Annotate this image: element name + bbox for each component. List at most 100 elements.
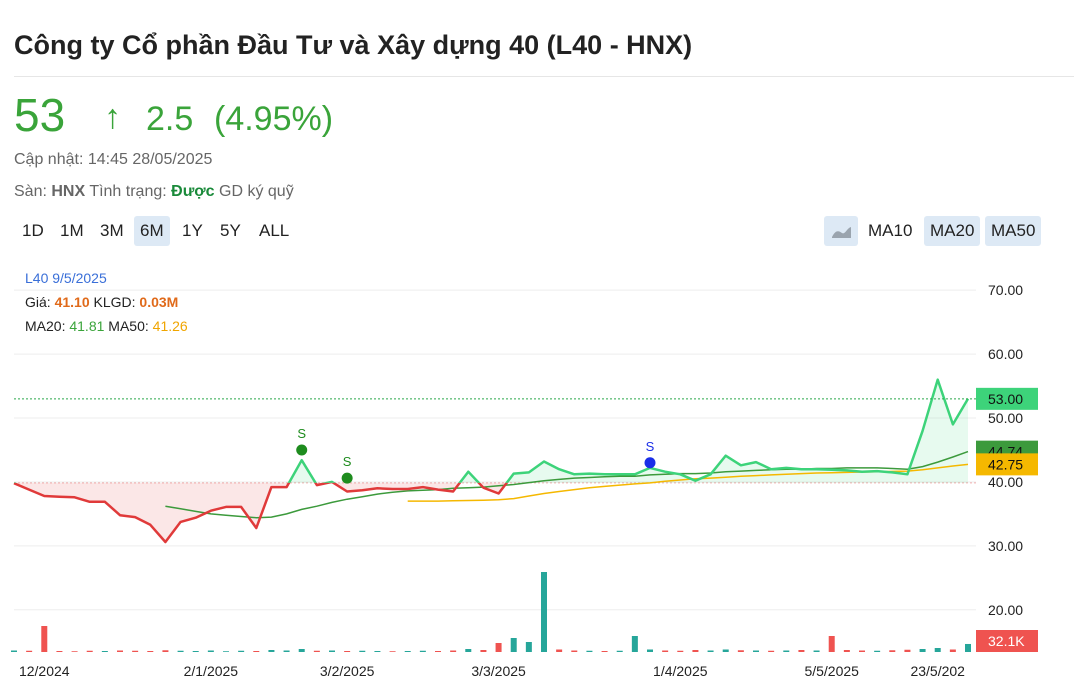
value: 41.81	[69, 318, 105, 334]
volume-bar	[404, 651, 411, 652]
value-tag-label: 42.75	[988, 456, 1023, 472]
volume-bar	[435, 651, 441, 652]
ma-line	[165, 450, 969, 519]
signal-label: S	[646, 439, 655, 454]
status-row: Sàn: HNX Tình trạng: Được GD ký quỹ	[14, 183, 294, 201]
volume-bar	[707, 650, 714, 652]
x-tick-label: 3/2/2025	[320, 663, 375, 679]
tooltip-title: L40 9/5/2025	[25, 270, 107, 286]
volume-bar	[71, 651, 78, 652]
volume-bar	[359, 650, 366, 652]
x-tick-label: 5/5/2025	[804, 663, 859, 679]
range-button[interactable]: 6M	[134, 216, 170, 246]
status: Được	[171, 183, 215, 200]
range-button[interactable]: 1D	[22, 221, 44, 240]
range-button[interactable]: 5Y	[220, 221, 241, 240]
volume-bar	[965, 643, 971, 652]
volume-bar	[117, 650, 123, 652]
axis-mask	[976, 660, 1074, 690]
y-tick-label: 30.00	[988, 538, 1023, 554]
status-note: GD ký quỹ	[219, 183, 294, 200]
volume-bar	[192, 651, 199, 652]
tooltip-row: Giá: 41.10 KLGD: 0.03M	[25, 290, 188, 314]
volume-bar	[647, 649, 653, 652]
up-arrow: ↑	[104, 98, 121, 136]
tooltip-row: MA20: 41.81 MA50: 41.26	[25, 314, 188, 338]
volume-bar	[889, 650, 896, 652]
volume-bar	[904, 649, 911, 652]
y-tick-label: 70.00	[988, 282, 1023, 298]
x-tick-label: 23/5/202	[910, 663, 965, 679]
value-tag-label: 32.1K	[988, 633, 1025, 649]
volume-bar	[556, 649, 563, 652]
status-label: Tình trạng:	[89, 183, 167, 200]
volume-bar	[11, 650, 17, 652]
volume-bar	[283, 650, 290, 652]
indicator-button[interactable]: MA10	[868, 221, 913, 240]
x-tick-label: 3/3/2025	[471, 663, 526, 679]
value-tag	[976, 453, 1038, 476]
indicator-button[interactable]: MA50	[985, 216, 1042, 246]
volume-bar	[238, 650, 245, 652]
y-tick-label: 40.00	[988, 474, 1023, 490]
volume-bar	[329, 650, 335, 652]
chart-style-button[interactable]	[824, 216, 858, 246]
volume-bar	[722, 649, 729, 652]
y-tick-label: 50.00	[988, 410, 1023, 426]
price: 53	[14, 89, 66, 141]
volume-bar	[132, 650, 139, 652]
updated-time: Cập nhật: 14:45 28/05/2025	[14, 151, 213, 168]
indicator-button[interactable]: MA20	[924, 216, 981, 246]
volume-bar	[753, 650, 759, 652]
range-button[interactable]: 1Y	[182, 221, 203, 240]
value-tag	[976, 630, 1038, 652]
exchange: HNX	[51, 183, 86, 200]
value: 0.03M	[139, 294, 179, 310]
volume-bar	[541, 572, 547, 652]
label: MA50:	[108, 318, 149, 334]
price-change-pct: (4.95%)	[214, 100, 334, 138]
volume-bar	[450, 650, 457, 652]
volume-bar	[56, 651, 63, 652]
area-up	[14, 379, 968, 483]
label: MA20:	[25, 318, 66, 334]
volume-bar	[874, 650, 881, 652]
signal-label: S	[297, 426, 306, 441]
volume-bar	[374, 651, 381, 652]
price-line-up	[14, 378, 970, 483]
volume-bar	[737, 650, 744, 652]
range-button[interactable]: 1M	[60, 221, 84, 240]
value: 41.26	[152, 318, 188, 334]
signal-dot	[296, 444, 308, 456]
volume-bar	[586, 650, 593, 652]
volume-bar	[465, 649, 472, 652]
page-title: Công ty Cổ phần Đầu Tư và Xây dựng 40 (L…	[14, 30, 693, 60]
y-tick-label: 60.00	[988, 346, 1023, 362]
label: Giá:	[25, 294, 51, 310]
value-tag	[976, 387, 1038, 410]
volume-bar	[631, 636, 638, 652]
area-icon	[832, 227, 851, 238]
volume-bar	[147, 651, 154, 652]
volume-bar	[798, 650, 805, 652]
volume-bar	[859, 650, 865, 652]
volume-bar	[207, 650, 214, 652]
range-button[interactable]: 3M	[100, 221, 124, 240]
volume-bar	[662, 650, 669, 652]
volume-bar	[41, 626, 48, 652]
volume-bar	[919, 649, 926, 652]
range-button[interactable]: ALL	[259, 221, 290, 240]
volume-bar	[934, 648, 941, 652]
exchange-label: Sàn:	[14, 183, 47, 200]
volume-bar	[177, 650, 184, 652]
volume-bar	[253, 651, 260, 652]
volume-bar	[389, 651, 396, 652]
volume-bar	[692, 650, 699, 652]
signal-dot	[644, 457, 656, 469]
volume-bar	[601, 651, 608, 652]
volume-bar	[571, 650, 578, 652]
volume-bar	[828, 636, 835, 652]
volume-bar	[843, 650, 850, 652]
